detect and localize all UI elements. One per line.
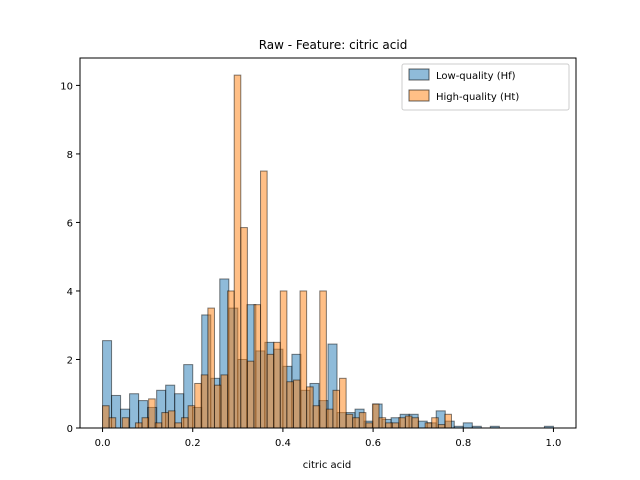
y-tick-label: 2 bbox=[67, 355, 73, 366]
bar-series-1-bin-26 bbox=[273, 341, 281, 429]
bar-series-1-bin-9 bbox=[161, 412, 169, 429]
bar-series-1-bin-40 bbox=[365, 422, 373, 429]
bar-series-1-bin-29 bbox=[292, 379, 301, 429]
bar-series-1-bin-19 bbox=[227, 290, 235, 429]
bar-series-1-bin-38 bbox=[352, 417, 360, 429]
bar-series-1-bin-21 bbox=[240, 227, 248, 429]
y-tick-label: 10 bbox=[60, 81, 73, 92]
bar-series-1-bin-17 bbox=[213, 384, 222, 429]
bar-series-1-bin-1 bbox=[108, 417, 117, 429]
x-tick-label: 0.8 bbox=[455, 438, 471, 449]
bar-series-1-bin-27 bbox=[279, 290, 288, 429]
y-axis: 0 2 4 6 8 10 bbox=[60, 81, 80, 435]
bar-series-1-bin-36 bbox=[339, 377, 347, 429]
bar-series-1-bin-50 bbox=[431, 417, 439, 429]
bar-series-1-bin-34 bbox=[325, 408, 334, 429]
bar-series-1-bin-10 bbox=[167, 410, 176, 429]
bar-series-1-bin-16 bbox=[207, 307, 215, 429]
bar-series-1-bin-11 bbox=[174, 422, 183, 429]
legend-label-high-quality: High-quality (Ht) bbox=[436, 92, 519, 103]
x-axis-label: citric acid bbox=[303, 460, 352, 471]
x-tick-label: 0.6 bbox=[365, 438, 381, 449]
bar-series-1-bin-32 bbox=[312, 405, 321, 429]
y-tick-label: 0 bbox=[67, 424, 73, 435]
legend: Low-quality (Hf) High-quality (Ht) bbox=[401, 63, 570, 111]
bars-layer bbox=[102, 74, 554, 429]
x-tick-label: 0.0 bbox=[95, 438, 111, 449]
bar-series-1-bin-49 bbox=[424, 422, 433, 429]
bar-series-1-bin-39 bbox=[358, 412, 367, 429]
bar-series-1-bin-22 bbox=[246, 360, 255, 429]
bar-series-0-bin-40 bbox=[462, 422, 473, 429]
bar-series-1-bin-31 bbox=[306, 386, 314, 429]
bar-series-1-bin-25 bbox=[266, 353, 275, 429]
bar-series-1-bin-47 bbox=[411, 417, 420, 429]
y-tick-label: 4 bbox=[67, 287, 73, 298]
x-axis: 0.0 0.2 0.4 0.6 0.8 1.0 bbox=[95, 428, 562, 449]
bar-series-1-bin-45 bbox=[398, 417, 406, 429]
bar-series-1-bin-15 bbox=[200, 374, 209, 429]
bar-series-1-bin-42 bbox=[378, 417, 387, 429]
bar-series-1-bin-28 bbox=[286, 381, 294, 429]
series-0-bars bbox=[102, 278, 554, 429]
series-1-bars bbox=[102, 74, 452, 429]
bar-series-1-bin-51 bbox=[437, 424, 446, 429]
bar-series-1-bin-44 bbox=[391, 422, 400, 429]
legend-box bbox=[401, 63, 570, 111]
legend-swatch-low-quality bbox=[408, 68, 430, 81]
bar-series-1-bin-6 bbox=[141, 417, 150, 429]
plot-frame bbox=[79, 57, 577, 429]
bar-series-1-bin-18 bbox=[220, 374, 229, 429]
bar-series-1-bin-3 bbox=[121, 417, 130, 429]
bar-series-1-bin-24 bbox=[260, 170, 268, 429]
bar-series-1-bin-33 bbox=[319, 290, 327, 429]
x-tick-label: 0.4 bbox=[275, 438, 291, 449]
bar-series-1-bin-8 bbox=[154, 422, 163, 429]
bar-series-1-bin-20 bbox=[233, 74, 242, 429]
bar-series-1-bin-41 bbox=[371, 403, 380, 429]
bar-series-1-bin-7 bbox=[148, 398, 156, 429]
bar-series-1-bin-12 bbox=[181, 417, 189, 429]
bar-series-1-bin-13 bbox=[187, 405, 196, 429]
y-tick-label: 6 bbox=[67, 218, 73, 229]
bar-series-1-bin-0 bbox=[102, 405, 110, 429]
bar-series-1-bin-14 bbox=[194, 382, 202, 429]
legend-label-low-quality: Low-quality (Hf) bbox=[436, 71, 516, 82]
x-tick-label: 0.2 bbox=[185, 438, 201, 449]
chart-title: Raw - Feature: citric acid bbox=[259, 38, 408, 52]
legend-swatch-high-quality bbox=[408, 89, 430, 102]
bar-series-1-bin-46 bbox=[404, 415, 413, 429]
bar-series-1-bin-23 bbox=[253, 304, 262, 429]
x-tick-label: 1.0 bbox=[546, 438, 562, 449]
y-tick-label: 8 bbox=[67, 150, 73, 161]
bar-series-1-bin-37 bbox=[345, 413, 354, 429]
bar-series-1-bin-35 bbox=[332, 389, 341, 429]
bar-series-1-bin-30 bbox=[299, 290, 308, 429]
bar-series-1-bin-5 bbox=[134, 422, 143, 429]
bar-series-1-bin-43 bbox=[385, 422, 393, 429]
bar-series-1-bin-52 bbox=[444, 413, 452, 429]
